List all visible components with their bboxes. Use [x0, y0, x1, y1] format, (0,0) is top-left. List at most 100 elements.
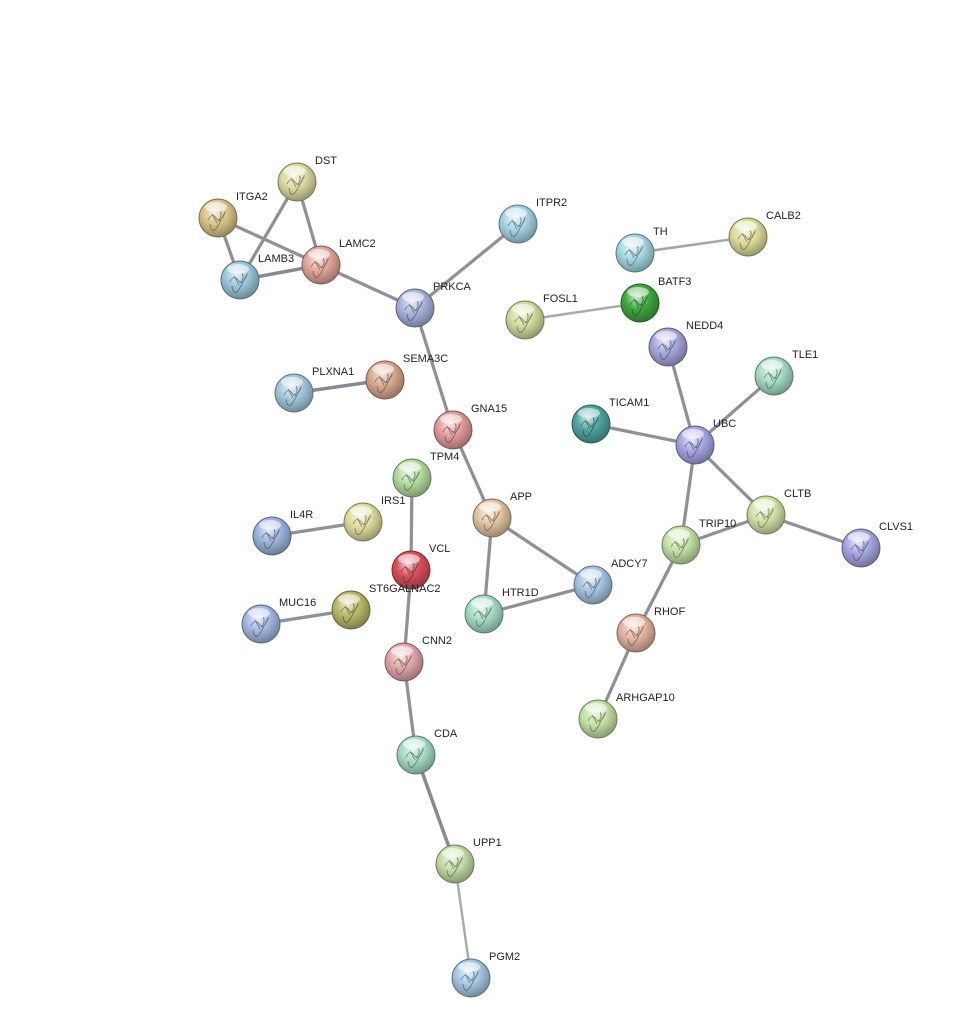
node-ticam1[interactable]	[571, 404, 611, 444]
node-label-arhgap10: ARHGAP10	[616, 692, 675, 704]
node-label-adcy7: ADCY7	[611, 558, 648, 570]
protein-structure-icon	[404, 300, 423, 321]
node-highlight	[848, 532, 870, 542]
node-vcl[interactable]	[391, 550, 431, 590]
node-tpm4[interactable]	[392, 458, 432, 498]
node-label-clvs1: CLVS1	[879, 521, 913, 533]
node-sema3c[interactable]	[365, 360, 405, 400]
node-highlight	[471, 598, 493, 608]
protein-structure-icon	[444, 856, 463, 877]
protein-structure-icon	[207, 210, 226, 231]
node-label-cnn2: CNN2	[422, 635, 452, 647]
node-label-fosl1: FOSL1	[543, 293, 578, 305]
node-cda[interactable]	[396, 735, 436, 775]
protein-structure-icon	[582, 577, 601, 598]
node-adcy7[interactable]	[573, 565, 613, 605]
node-plxna1[interactable]	[274, 373, 314, 413]
node-highlight	[627, 287, 649, 297]
node-label-prkca: PRKCA	[433, 281, 472, 293]
node-muc16[interactable]	[241, 604, 281, 644]
protein-structure-icon	[625, 625, 644, 646]
node-label-itga2: ITGA2	[236, 191, 268, 203]
node-ubc[interactable]	[675, 425, 715, 465]
protein-structure-icon	[670, 537, 689, 558]
protein-structure-icon	[442, 422, 461, 443]
edge-prkca-itpr2[interactable]	[413, 222, 520, 310]
node-lamc2[interactable]	[301, 245, 341, 285]
protein-structure-icon	[629, 295, 648, 316]
node-highlight	[580, 569, 602, 579]
edge-prkca-gna15[interactable]	[413, 306, 455, 432]
node-label-lamc2: LAMC2	[339, 238, 376, 250]
node-irs1[interactable]	[343, 502, 383, 542]
node-lamb3[interactable]	[220, 260, 260, 300]
node-highlight	[578, 408, 600, 418]
node-highlight	[735, 221, 757, 231]
node-pgm2[interactable]	[451, 958, 491, 998]
protein-structure-icon	[624, 245, 643, 266]
node-cnn2[interactable]	[384, 642, 424, 682]
node-highlight	[622, 237, 644, 247]
node-highlight	[398, 554, 420, 564]
node-tle1[interactable]	[754, 356, 794, 396]
node-label-batf3: BATF3	[658, 276, 691, 288]
protein-structure-icon	[850, 540, 869, 561]
edge-app-adcy7[interactable]	[490, 516, 595, 587]
protein-structure-icon	[580, 416, 599, 437]
node-highlight	[248, 608, 270, 618]
protein-structure-icon	[684, 437, 703, 458]
node-th[interactable]	[615, 233, 655, 273]
node-cltb[interactable]	[746, 495, 786, 535]
node-highlight	[753, 499, 775, 509]
node-label-calb2: CALB2	[766, 210, 801, 222]
node-highlight	[399, 462, 421, 472]
protein-structure-icon	[283, 385, 302, 406]
node-prkca[interactable]	[395, 288, 435, 328]
node-label-cltb: CLTB	[784, 488, 811, 500]
node-il4r[interactable]	[252, 516, 292, 556]
node-label-lamb3: LAMB3	[258, 253, 294, 265]
node-highlight	[505, 208, 527, 218]
node-label-st6galnac2: ST6GALNAC2	[369, 583, 441, 595]
protein-structure-icon	[286, 174, 305, 195]
node-highlight	[403, 739, 425, 749]
node-batf3[interactable]	[620, 283, 660, 323]
protein-structure-icon	[755, 507, 774, 528]
node-fosl1[interactable]	[505, 300, 545, 340]
node-label-th: TH	[653, 226, 668, 238]
node-calb2[interactable]	[728, 217, 768, 257]
node-dst[interactable]	[277, 162, 317, 202]
node-label-dst: DST	[315, 155, 337, 167]
node-nedd4[interactable]	[648, 327, 688, 367]
protein-structure-icon	[587, 711, 606, 732]
node-label-itpr2: ITPR2	[536, 197, 567, 209]
protein-structure-icon	[657, 339, 676, 360]
node-highlight	[512, 304, 534, 314]
node-clvs1[interactable]	[841, 528, 881, 568]
node-htr1d[interactable]	[464, 594, 504, 634]
node-arhgap10[interactable]	[578, 699, 618, 739]
node-highlight	[338, 594, 360, 604]
node-app[interactable]	[472, 498, 512, 538]
node-label-pgm2: PGM2	[489, 951, 520, 963]
network-nodes	[198, 162, 881, 998]
protein-structure-icon	[401, 470, 420, 491]
node-label-tpm4: TPM4	[430, 451, 459, 463]
node-label-ubc: UBC	[713, 418, 736, 430]
node-label-app: APP	[510, 491, 532, 503]
node-label-irs1: IRS1	[381, 495, 405, 507]
node-highlight	[479, 502, 501, 512]
node-highlight	[308, 249, 330, 259]
node-gna15[interactable]	[433, 410, 473, 450]
protein-structure-icon	[405, 747, 424, 768]
node-upp1[interactable]	[435, 844, 475, 884]
protein-structure-icon	[481, 510, 500, 531]
node-label-muc16: MUC16	[279, 597, 316, 609]
node-itpr2[interactable]	[498, 204, 538, 244]
node-trip10[interactable]	[661, 525, 701, 565]
node-rhof[interactable]	[616, 613, 656, 653]
node-highlight	[402, 292, 424, 302]
node-st6galnac2[interactable]	[331, 590, 371, 630]
node-itga2[interactable]	[198, 198, 238, 238]
node-highlight	[227, 264, 249, 274]
